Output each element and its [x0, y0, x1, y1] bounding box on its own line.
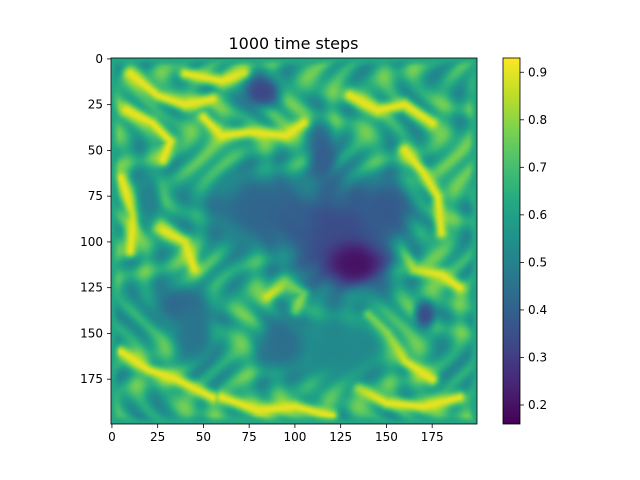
- colorbar-tick-label-0.2: 0.2: [528, 398, 547, 412]
- y-tick-label-25: 25: [88, 98, 103, 112]
- colorbar-tick-label-0.5: 0.5: [528, 255, 547, 269]
- colorbar-frame: [502, 57, 521, 425]
- y-tick-label-100: 100: [80, 235, 103, 249]
- x-tick-label-50: 50: [196, 430, 211, 444]
- x-tick-label-0: 0: [108, 430, 116, 444]
- x-tick-label-25: 25: [150, 430, 165, 444]
- x-tick-label-75: 75: [242, 430, 257, 444]
- heatmap-image: [111, 58, 477, 424]
- colorbar-tick-label-0.7: 0.7: [528, 160, 547, 174]
- colorbar: 0.2 0.3 0.4 0.5 0.6 0.7 0.8 0.9: [502, 57, 547, 425]
- y-tick-label-50: 50: [88, 143, 103, 157]
- plot-area: [110, 57, 478, 425]
- x-tick-label-125: 125: [329, 430, 352, 444]
- y-tick-label-0: 0: [95, 52, 103, 66]
- colorbar-tick-label-0.6: 0.6: [528, 208, 547, 222]
- y-tick-label-150: 150: [80, 326, 103, 340]
- x-tick-label-100: 100: [283, 430, 306, 444]
- x-tick-label-150: 150: [375, 430, 398, 444]
- y-tick-label-175: 175: [80, 372, 103, 386]
- x-tick-label-175: 175: [421, 430, 444, 444]
- x-axis: 0 25 50 75 100 125 150 175: [108, 424, 444, 444]
- plot-frame: [110, 57, 478, 425]
- colorbar-tick-label-0.3: 0.3: [528, 350, 547, 364]
- chart-title: 1000 time steps: [229, 34, 359, 53]
- colorbar-tick-label-0.9: 0.9: [528, 65, 547, 79]
- colorbar-tick-label-0.8: 0.8: [528, 113, 547, 127]
- colorbar-tick-label-0.4: 0.4: [528, 303, 547, 317]
- y-tick-label-125: 125: [80, 281, 103, 295]
- colorbar-gradient: [503, 58, 520, 424]
- y-tick-label-75: 75: [88, 189, 103, 203]
- y-axis: 0 25 50 75 100 125 150 175: [80, 52, 111, 386]
